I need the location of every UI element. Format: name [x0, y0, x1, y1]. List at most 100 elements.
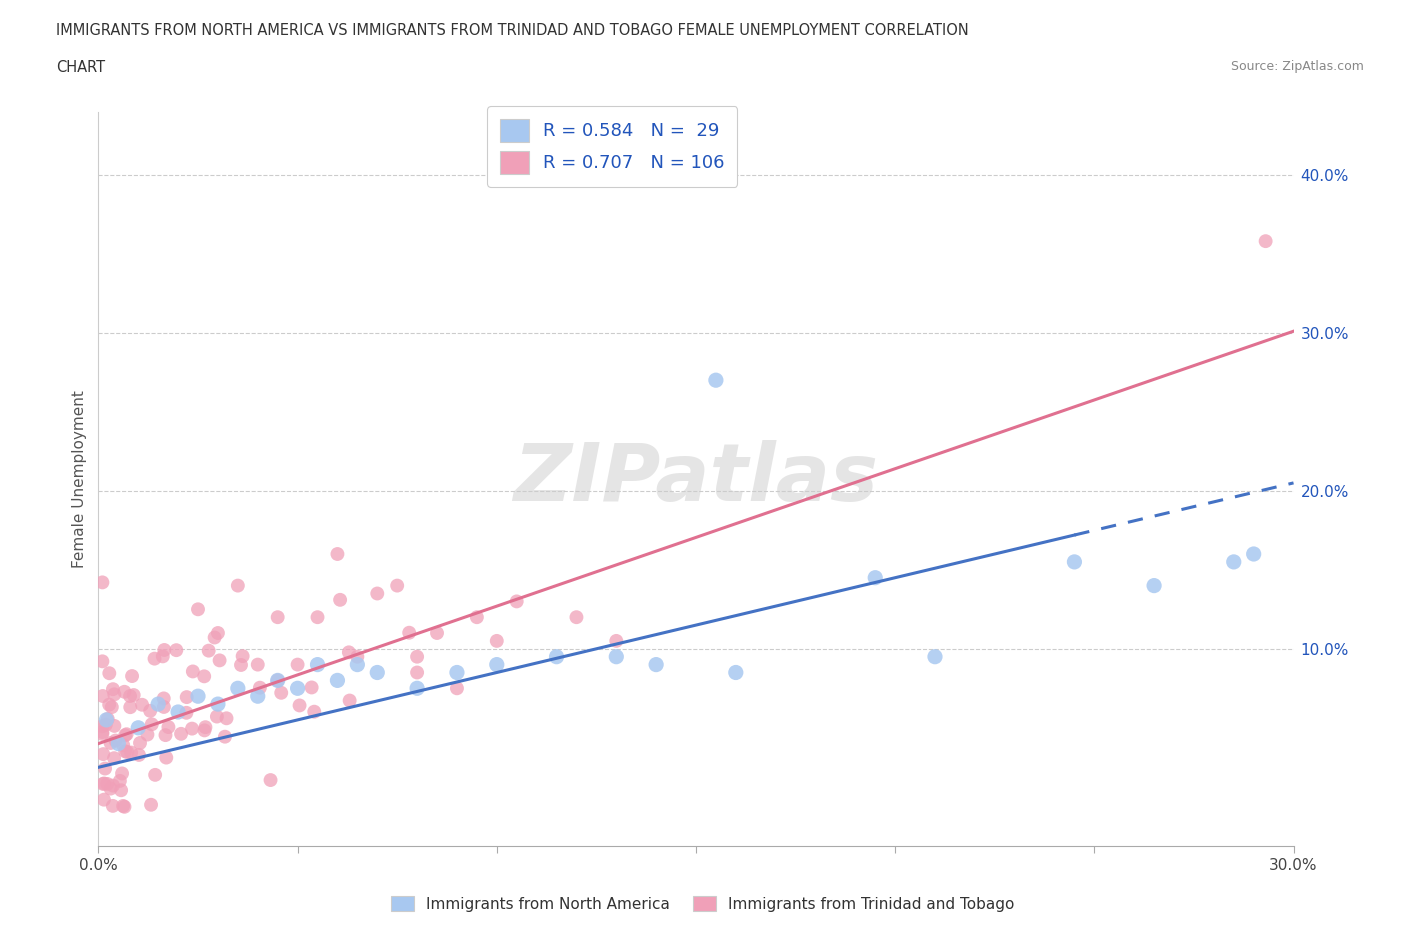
Point — [114, 684, 136, 699]
Point — [112, 799, 135, 814]
Point — [307, 658, 329, 672]
Point — [114, 800, 136, 815]
Point — [143, 651, 166, 666]
Text: ZIPatlas: ZIPatlas — [513, 440, 879, 518]
Point — [94, 717, 117, 732]
Point — [139, 797, 162, 812]
Point — [208, 653, 231, 668]
Point — [204, 630, 226, 644]
Point — [120, 699, 142, 714]
Point — [91, 719, 114, 734]
Point — [426, 626, 449, 641]
Point — [398, 625, 420, 640]
Point — [136, 727, 159, 742]
Point — [101, 682, 124, 697]
Point — [329, 592, 352, 607]
Point — [1254, 233, 1277, 248]
Point — [139, 703, 162, 718]
Point — [100, 736, 122, 751]
Point — [101, 778, 124, 793]
Legend: Immigrants from North America, Immigrants from Trinidad and Tobago: Immigrants from North America, Immigrant… — [385, 889, 1021, 918]
Point — [127, 721, 149, 736]
Point — [605, 649, 627, 664]
Point — [141, 717, 163, 732]
Point — [94, 761, 117, 776]
Point — [170, 726, 193, 741]
Point — [304, 704, 326, 719]
Point — [96, 777, 118, 791]
Point — [97, 711, 120, 726]
Point — [155, 751, 177, 765]
Point — [165, 643, 187, 658]
Point — [287, 658, 309, 672]
Point — [246, 689, 269, 704]
Point — [326, 673, 349, 688]
Point — [152, 649, 174, 664]
Point — [645, 658, 668, 672]
Point — [205, 709, 228, 724]
Point — [207, 697, 229, 711]
Point — [485, 633, 508, 648]
Point — [259, 773, 281, 788]
Point — [226, 681, 249, 696]
Point — [346, 649, 368, 664]
Point — [129, 736, 152, 751]
Point — [267, 610, 290, 625]
Point — [406, 681, 429, 696]
Point — [207, 626, 229, 641]
Point — [337, 644, 360, 659]
Point — [924, 649, 946, 664]
Point — [101, 799, 124, 814]
Point — [406, 665, 429, 680]
Point — [107, 737, 129, 751]
Point — [101, 699, 124, 714]
Point — [103, 719, 125, 734]
Point — [446, 681, 468, 696]
Point — [143, 767, 166, 782]
Point — [91, 575, 114, 590]
Point — [122, 687, 145, 702]
Point — [366, 586, 388, 601]
Text: Source: ZipAtlas.com: Source: ZipAtlas.com — [1230, 60, 1364, 73]
Legend: R = 0.584   N =  29, R = 0.707   N = 106: R = 0.584 N = 29, R = 0.707 N = 106 — [488, 106, 737, 187]
Point — [98, 698, 121, 712]
Point — [111, 766, 134, 781]
Point — [115, 726, 138, 741]
Point — [197, 644, 219, 658]
Point — [605, 633, 627, 648]
Point — [385, 578, 409, 593]
Point — [193, 723, 215, 737]
Point — [108, 774, 131, 789]
Point — [152, 691, 174, 706]
Text: CHART: CHART — [56, 60, 105, 75]
Point — [96, 712, 118, 727]
Point — [1223, 554, 1246, 569]
Point — [446, 665, 468, 680]
Point — [704, 373, 727, 388]
Point — [288, 698, 311, 713]
Point — [267, 673, 290, 688]
Point — [100, 781, 122, 796]
Point — [485, 658, 508, 672]
Point — [1243, 547, 1265, 562]
Point — [193, 669, 215, 684]
Point — [465, 610, 488, 625]
Point — [287, 681, 309, 696]
Point — [104, 733, 127, 748]
Point — [406, 649, 429, 664]
Point — [215, 711, 238, 725]
Point — [226, 578, 249, 593]
Y-axis label: Female Unemployment: Female Unemployment — [72, 390, 87, 568]
Point — [187, 689, 209, 704]
Point — [91, 726, 114, 741]
Point — [91, 777, 114, 791]
Point — [98, 666, 121, 681]
Point — [1063, 554, 1085, 569]
Point — [114, 744, 136, 759]
Point — [326, 547, 349, 562]
Point — [148, 697, 170, 711]
Point — [131, 698, 153, 712]
Point — [155, 727, 177, 742]
Point — [91, 747, 114, 762]
Point — [103, 751, 125, 765]
